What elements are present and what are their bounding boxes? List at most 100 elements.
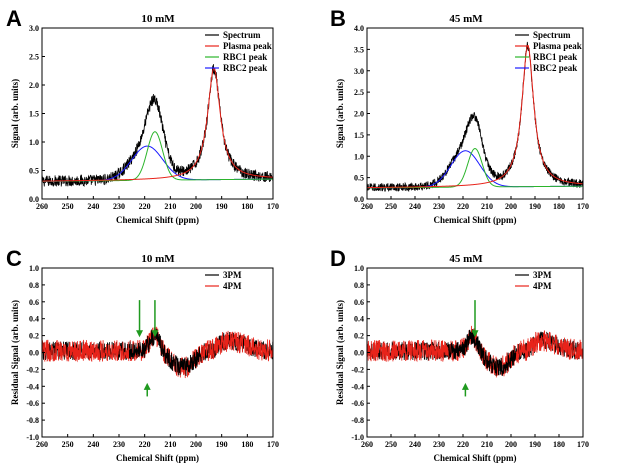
series-group bbox=[366, 325, 584, 378]
y-tick-label: 1.0 bbox=[29, 138, 39, 147]
y-tick-label: 2.0 bbox=[354, 110, 364, 119]
y-tick-label: 0.8 bbox=[29, 281, 39, 290]
x-tick-label: 200 bbox=[505, 440, 517, 449]
x-tick-label: 260 bbox=[36, 440, 48, 449]
legend-entry: RBC1 peak bbox=[223, 52, 267, 62]
y-axis-label: Residual Signal (arb. units) bbox=[10, 300, 20, 405]
x-tick-label: 210 bbox=[164, 440, 176, 449]
series-4pm bbox=[41, 326, 274, 379]
y-tick-label: 3.0 bbox=[354, 67, 364, 76]
x-axis-label: Chemical Shift (ppm) bbox=[434, 453, 517, 463]
arrow-down-head bbox=[471, 330, 479, 338]
series-group bbox=[41, 326, 274, 379]
legend-entry: Plasma peak bbox=[533, 41, 582, 51]
x-tick-label: 190 bbox=[216, 440, 228, 449]
y-tick-label: -0.6 bbox=[351, 399, 364, 408]
legend-entry: RBC2 peak bbox=[223, 63, 267, 73]
chart-title: 10 mM bbox=[141, 13, 175, 25]
y-tick-label: -0.2 bbox=[351, 365, 364, 374]
y-tick-label: 2.0 bbox=[29, 81, 39, 90]
x-tick-label: 240 bbox=[87, 440, 99, 449]
x-tick-label: 200 bbox=[505, 202, 517, 211]
y-tick-label: -0.8 bbox=[26, 416, 39, 425]
legend-entry: Spectrum bbox=[533, 30, 571, 40]
x-tick-label: 180 bbox=[553, 440, 565, 449]
y-tick-label: 2.5 bbox=[354, 88, 364, 97]
x-tick-label: 190 bbox=[529, 202, 541, 211]
series-plasma-peak bbox=[367, 44, 584, 189]
y-tick-label: -0.4 bbox=[26, 382, 39, 391]
panel-letter: D bbox=[330, 246, 346, 271]
arrow-down-head bbox=[151, 330, 159, 338]
legend-entry: Plasma peak bbox=[223, 41, 272, 51]
y-tick-label: 2.5 bbox=[29, 53, 39, 62]
chart-title: 10 mM bbox=[141, 253, 175, 265]
y-tick-label: 0.2 bbox=[29, 332, 39, 341]
x-tick-label: 210 bbox=[164, 202, 176, 211]
x-tick-label: 230 bbox=[433, 440, 445, 449]
x-tick-label: 180 bbox=[241, 440, 253, 449]
series-spectrum bbox=[41, 64, 274, 188]
x-tick-label: 190 bbox=[216, 202, 228, 211]
legend-entry: 3PM bbox=[533, 270, 552, 280]
y-tick-label: 0.2 bbox=[354, 332, 364, 341]
x-tick-label: 220 bbox=[457, 440, 469, 449]
series-rbc1-peak bbox=[367, 148, 583, 189]
y-tick-label: 0.4 bbox=[29, 315, 39, 324]
y-tick-label: 1.5 bbox=[29, 110, 39, 119]
x-axis-label: Chemical Shift (ppm) bbox=[116, 215, 199, 225]
y-tick-label: 0.0 bbox=[29, 195, 39, 204]
x-tick-label: 240 bbox=[409, 440, 421, 449]
legend-entry: 3PM bbox=[223, 270, 242, 280]
x-tick-label: 250 bbox=[385, 440, 397, 449]
x-tick-label: 190 bbox=[529, 440, 541, 449]
x-tick-label: 250 bbox=[385, 202, 397, 211]
x-tick-label: 170 bbox=[267, 202, 279, 211]
y-axis-label: Signal (arb. units) bbox=[335, 79, 345, 148]
y-tick-label: -0.2 bbox=[26, 365, 39, 374]
x-tick-label: 250 bbox=[62, 440, 74, 449]
chart-title: 45 mM bbox=[449, 253, 483, 265]
y-tick-label: 3.0 bbox=[29, 24, 39, 33]
y-tick-label: 0.0 bbox=[354, 349, 364, 358]
series-3pm-highlight bbox=[128, 327, 202, 376]
arrow-down-head bbox=[136, 330, 144, 338]
y-tick-label: 0.5 bbox=[354, 174, 364, 183]
y-tick-label: 1.5 bbox=[354, 131, 364, 140]
series-rbc2-peak bbox=[42, 145, 273, 182]
series-group bbox=[366, 41, 584, 192]
x-tick-label: 260 bbox=[361, 440, 373, 449]
y-tick-label: -0.4 bbox=[351, 382, 364, 391]
chart-title: 45 mM bbox=[449, 13, 483, 25]
legend-entry: RBC2 peak bbox=[533, 63, 577, 73]
x-tick-label: 220 bbox=[457, 202, 469, 211]
x-tick-label: 210 bbox=[481, 440, 493, 449]
x-axis-label: Chemical Shift (ppm) bbox=[434, 215, 517, 225]
y-tick-label: 0.0 bbox=[29, 349, 39, 358]
y-axis-label: Signal (arb. units) bbox=[10, 79, 20, 148]
y-tick-label: 1.0 bbox=[354, 152, 364, 161]
arrow-up-head bbox=[143, 382, 151, 390]
legend-entry: Spectrum bbox=[223, 30, 261, 40]
panel-letter: C bbox=[6, 246, 22, 271]
y-tick-label: 0.6 bbox=[354, 298, 364, 307]
panel-c: C 10 mM 260 250 240 230 220 210 200 190 180 170 -1.0… bbox=[6, 246, 279, 463]
x-tick-label: 170 bbox=[577, 440, 589, 449]
panel-a: A 10 mM 260 250 240 230 220 210 200 190 180 170 0.0 0… bbox=[6, 6, 279, 225]
x-tick-label: 180 bbox=[553, 202, 565, 211]
y-tick-label: -1.0 bbox=[351, 433, 364, 442]
y-tick-label: 0.5 bbox=[29, 167, 39, 176]
series-3pm-highlight bbox=[448, 329, 517, 376]
panel-b: B 45 mM 260 250 240 230 220 210 200 190 180 170 0.0 0… bbox=[330, 6, 589, 225]
x-tick-label: 210 bbox=[481, 202, 493, 211]
x-tick-label: 170 bbox=[577, 202, 589, 211]
panel-letter: B bbox=[330, 6, 346, 31]
panel-d: D 45 mM 260 250 240 230 220 210 200 190 180 170 -1.0… bbox=[330, 246, 589, 463]
arrow-up-head bbox=[461, 382, 469, 390]
x-tick-label: 180 bbox=[241, 202, 253, 211]
x-axis-label: Chemical Shift (ppm) bbox=[116, 453, 199, 463]
